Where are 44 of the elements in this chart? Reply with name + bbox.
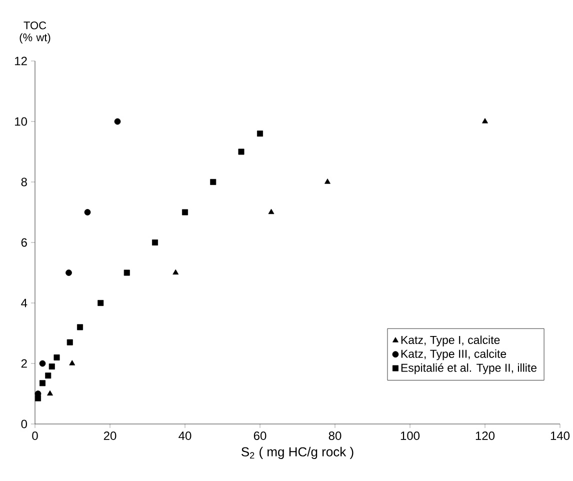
x-tick-label: 0 (32, 432, 38, 440)
point (324, 178, 330, 184)
point (182, 209, 188, 216)
point (482, 118, 488, 124)
legend-label: Katz, Type III, calcite (401, 349, 506, 360)
point (114, 118, 121, 125)
point (172, 269, 179, 275)
y-tick-label: 0 (21, 420, 28, 428)
point (48, 364, 55, 370)
x-tick-label: 40 (178, 432, 192, 440)
point (152, 239, 158, 246)
x-tick-label: 20 (104, 432, 116, 440)
x-tick-label: 80 (328, 432, 342, 440)
point (84, 209, 91, 216)
point (238, 148, 244, 155)
point (45, 372, 52, 379)
point (40, 380, 46, 386)
y-axis-title: TOC (% wt) (20, 22, 50, 44)
y-tick-label: 8 (21, 178, 27, 186)
x-tick-label: 120 (476, 432, 495, 440)
legend-label: Katz, Type I, calcite (401, 336, 500, 346)
point (47, 390, 53, 396)
point (210, 178, 216, 185)
point (124, 270, 130, 276)
point (69, 360, 76, 366)
x-axis-title: S$_{2}$ ( mg HC/g rock ) (242, 446, 354, 459)
point (66, 270, 72, 276)
y-tick-label: 2 (21, 359, 27, 368)
point (98, 300, 104, 306)
point (35, 395, 42, 402)
y-tick-label: 6 (21, 238, 27, 247)
y-tick-label: 4 (21, 298, 28, 308)
x-tick-label: 60 (254, 432, 266, 440)
point (268, 208, 274, 214)
point (77, 324, 84, 330)
point (39, 360, 46, 367)
x-tick-label: 140 (550, 432, 570, 440)
point (54, 354, 60, 360)
x-tick-label: 100 (400, 432, 420, 440)
legend-label: Espitalié et al. Type II, illite (401, 363, 537, 374)
point (66, 339, 73, 346)
y-tick-label: 12 (15, 56, 27, 66)
y-tick-label: 10 (15, 117, 28, 126)
point (257, 130, 263, 137)
